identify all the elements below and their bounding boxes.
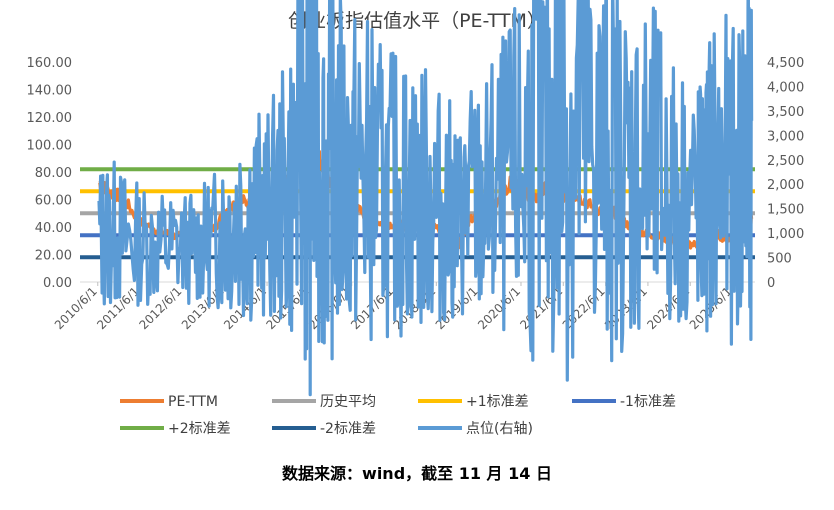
legend-label: PE-TTM bbox=[168, 394, 218, 410]
y-right-tick-label: 0 bbox=[767, 276, 775, 291]
y-right-tick-label: 1,500 bbox=[767, 203, 804, 218]
legend-label: -2标准差 bbox=[320, 421, 376, 437]
legend-label: -1标准差 bbox=[620, 394, 676, 410]
y-left-tick-label: 60.00 bbox=[35, 194, 72, 209]
y-left-tick-label: 100.00 bbox=[27, 139, 73, 154]
y-right-tick-label: 3,500 bbox=[767, 105, 804, 120]
y-right-tick-label: 500 bbox=[767, 252, 792, 267]
legend-label: +1标准差 bbox=[466, 394, 529, 410]
y-left-tick-label: 120.00 bbox=[27, 111, 73, 126]
x-tick-label: 2010/6/1 bbox=[52, 284, 100, 332]
y-right-tick-label: 4,500 bbox=[767, 56, 804, 71]
legend-label: 点位(右轴) bbox=[466, 421, 533, 437]
y-right-tick-label: 4,000 bbox=[767, 80, 804, 95]
y-left-tick-label: 160.00 bbox=[27, 56, 73, 71]
y-right-tick-label: 2,000 bbox=[767, 178, 804, 193]
y-left-tick-label: 20.00 bbox=[35, 249, 72, 264]
y-left-tick-label: 80.00 bbox=[35, 166, 72, 181]
x-tick-label: 2012/6/1 bbox=[137, 284, 185, 332]
y-right-tick-label: 2,500 bbox=[767, 154, 804, 169]
y-left-tick-label: 140.00 bbox=[27, 84, 73, 99]
chart-title: 创业板指估值水平（PE-TTM） bbox=[288, 10, 546, 32]
source-note: 数据来源：wind，截至 11 月 14 日 bbox=[282, 464, 552, 483]
legend-label: +2标准差 bbox=[168, 421, 231, 437]
y-left-tick-label: 40.00 bbox=[35, 221, 72, 236]
y-right-tick-label: 1,000 bbox=[767, 227, 804, 242]
y-right-tick-label: 3,000 bbox=[767, 129, 804, 144]
legend-label: 历史平均 bbox=[320, 394, 376, 410]
series-line-index bbox=[97, 0, 754, 397]
y-left-tick-label: 0.00 bbox=[43, 276, 72, 291]
